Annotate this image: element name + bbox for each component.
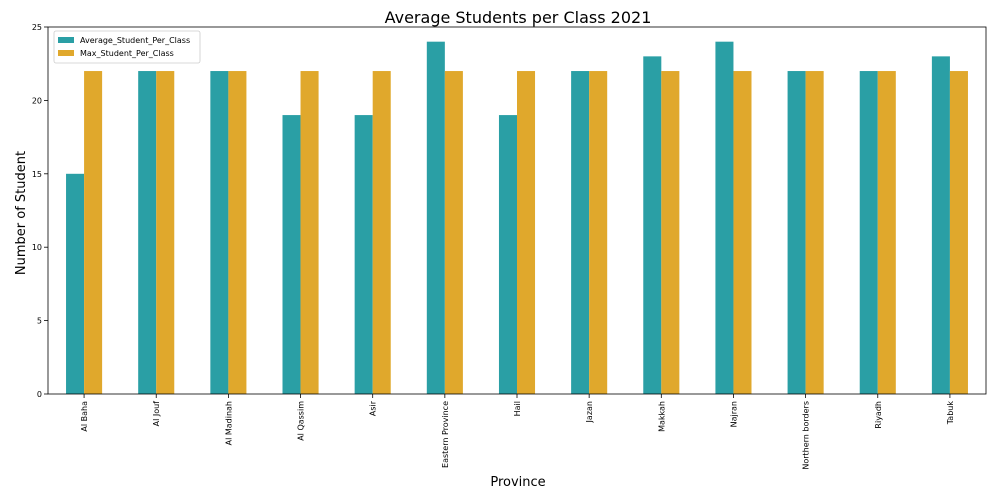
- chart-title: Average Students per Class 2021: [385, 8, 652, 27]
- bar-average-4: [354, 115, 373, 394]
- bar-max-7: [589, 71, 608, 394]
- bar-average-0: [66, 173, 85, 394]
- x-tick-label-3: Al Qassim: [297, 401, 306, 441]
- legend-label-0: Average_Student_Per_Class: [80, 36, 190, 45]
- bar-max-11: [877, 71, 896, 394]
- bar-max-1: [156, 71, 175, 394]
- bar-average-7: [571, 71, 590, 394]
- x-tick-label-8: Makkah: [657, 401, 666, 432]
- x-tick-label-5: Eastern Province: [441, 401, 450, 468]
- x-tick-label-9: Najran: [729, 401, 738, 427]
- legend: Average_Student_Per_Class Max_Student_Per…: [53, 30, 201, 64]
- x-tick-label-4: Asir: [369, 400, 378, 416]
- bar-average-3: [282, 115, 301, 394]
- x-tick-label-0: Al Baha: [80, 401, 89, 432]
- legend-label-1: Max_Student_Per_Class: [80, 49, 174, 58]
- bar-max-10: [805, 71, 824, 394]
- x-tick-label-1: Al Jouf: [152, 401, 161, 427]
- x-axis-label: Province: [490, 475, 545, 487]
- y-tick-label-1: 5: [37, 317, 42, 326]
- y-tick-label-4: 20: [32, 96, 42, 105]
- bar-average-8: [643, 56, 662, 395]
- bar-average-6: [498, 115, 517, 394]
- bar-max-5: [444, 71, 463, 394]
- bar-max-2: [228, 71, 247, 394]
- bar-max-6: [517, 71, 536, 394]
- bar-max-4: [372, 71, 391, 394]
- bar-average-5: [426, 41, 445, 395]
- x-tick-label-7: Jazan: [585, 401, 594, 423]
- x-tick-label-6: Hail: [513, 401, 522, 416]
- bar-max-9: [733, 71, 752, 394]
- bar-average-2: [210, 71, 229, 394]
- y-tick-label-2: 10: [32, 243, 42, 252]
- x-tick-label-10: Northern borders: [802, 401, 811, 470]
- bar-max-12: [949, 71, 968, 394]
- bar-average-11: [859, 71, 878, 394]
- y-axis-label: Number of Student: [14, 151, 29, 275]
- bar-average-10: [787, 71, 806, 394]
- y-tick-label-5: 25: [32, 23, 42, 32]
- bar-average-9: [715, 41, 734, 395]
- y-tick-label-0: 0: [37, 390, 42, 399]
- legend-box: [53, 30, 201, 64]
- bar-average-1: [138, 71, 157, 394]
- plot-area: 0 5 10 15 20 25 Al Baha Al Jouf Al Madinah Al Qas…: [32, 23, 987, 470]
- bar-max-3: [300, 71, 319, 394]
- x-tick-label-2: Al Madinah: [224, 401, 233, 445]
- x-tick-label-12: Tabuk: [946, 401, 955, 426]
- x-tick-label-11: Riyadh: [874, 401, 883, 429]
- legend-swatch-1: [58, 50, 74, 56]
- bar-max-8: [661, 71, 680, 394]
- y-tick-label-3: 15: [32, 170, 42, 179]
- legend-swatch-0: [58, 37, 74, 43]
- bar-average-12: [931, 56, 950, 395]
- bar-max-0: [84, 71, 103, 394]
